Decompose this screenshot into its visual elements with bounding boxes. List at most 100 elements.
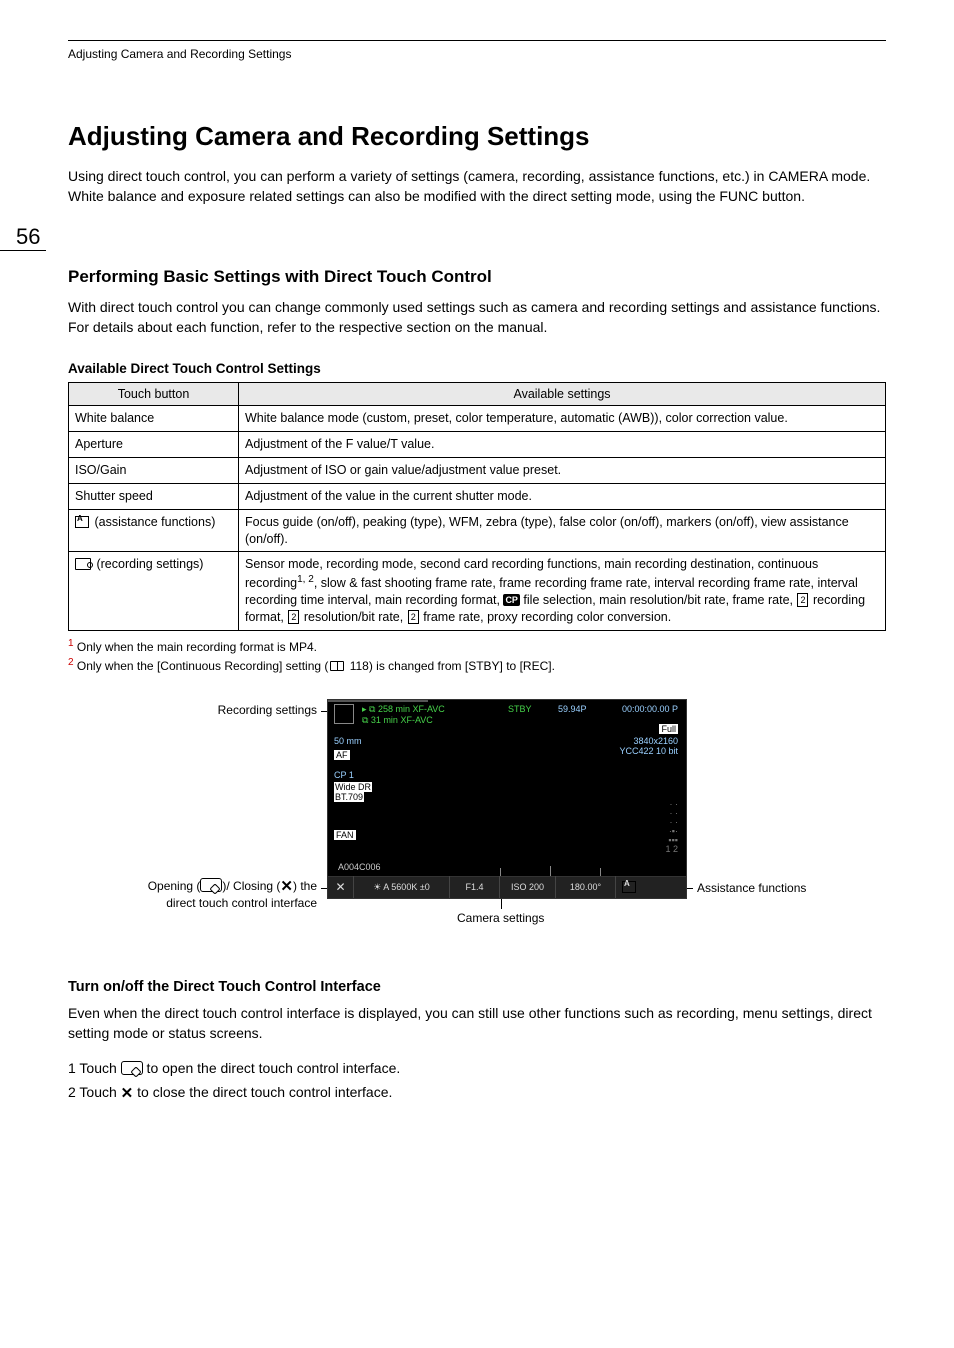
recording-status: STBY — [508, 704, 532, 714]
assistance-functions-button[interactable] — [616, 876, 644, 898]
subsection-heading: Turn on/off the Direct Touch Control Int… — [68, 979, 886, 995]
step-1: 1 Touch to open the direct touch control… — [68, 1057, 886, 1081]
step-text: to close the direct touch control interf… — [133, 1084, 392, 1100]
cell-text: (recording settings) — [93, 557, 203, 571]
slot2-icon: 2 — [408, 610, 419, 624]
cell-touch-button: White balance — [69, 406, 239, 432]
close-icon: ✕ — [280, 877, 293, 897]
shutter-button[interactable]: 180.00° — [556, 876, 616, 898]
cell-touch-button: (recording settings) — [69, 552, 239, 631]
label-text: )/ Closing ( — [222, 879, 280, 893]
section-description: With direct touch control you can change… — [68, 297, 886, 338]
colorspace-badge: BT.709 — [334, 792, 364, 802]
footnote-2: 2 Only when the [Continuous Recording] s… — [68, 656, 886, 675]
table-header-touch-button: Touch button — [69, 383, 239, 406]
footnote-ref: 1, 2 — [297, 574, 314, 585]
direct-touch-bottombar: ✕ ☀ A 5600K ±0 F1.4 ISO 200 180.00° — [328, 876, 686, 898]
label-text: direct touch control interface — [166, 896, 317, 910]
af-badge: AF — [334, 750, 350, 760]
recording-settings-touch-icon[interactable] — [334, 704, 354, 724]
cell-text: (assistance functions) — [91, 515, 215, 529]
cell-available-settings: Sensor mode, recording mode, second card… — [239, 552, 886, 631]
cell-text: resolution/bit rate, — [300, 610, 406, 624]
camera-screen-diagram: Recording settings Opening ( )/ Closing (… — [127, 699, 827, 939]
sensor-mode-badge: Full — [659, 724, 678, 734]
table-row: (assistance functions) Focus guide (on/o… — [69, 509, 886, 552]
page-number: 56 — [16, 224, 40, 250]
table-row: (recording settings) Sensor mode, record… — [69, 552, 886, 631]
label-text: Opening ( — [148, 879, 201, 893]
step-text: to open the direct touch control interfa… — [143, 1060, 401, 1076]
cell-text: frame rate, proxy recording color conver… — [420, 610, 672, 624]
intro-paragraph: Using direct touch control, you can perf… — [68, 166, 886, 207]
page-title: Adjusting Camera and Recording Settings — [68, 121, 886, 152]
body-paragraph: Even when the direct touch control inter… — [68, 1003, 886, 1044]
line: 3840x2160 — [619, 736, 678, 746]
cell-touch-button: Aperture — [69, 432, 239, 458]
table-caption: Available Direct Touch Control Settings — [68, 361, 886, 376]
diagram-wrap: Recording settings Opening ( )/ Closing (… — [68, 699, 886, 939]
slot2-icon: 2 — [288, 610, 299, 624]
page: Adjusting Camera and Recording Settings … — [0, 0, 954, 1147]
exposure-tick — [600, 868, 601, 876]
table-row: Shutter speed Adjustment of the value in… — [69, 483, 886, 509]
table-header-available-settings: Available settings — [239, 383, 886, 406]
table-row: ISO/Gain Adjustment of ISO or gain value… — [69, 457, 886, 483]
custom-picture-display: CP 1 — [334, 770, 354, 780]
close-interface-button[interactable]: ✕ — [328, 876, 354, 898]
footnote-1: 1 Only when the main recording format is… — [68, 637, 886, 656]
cell-available-settings: Adjustment of ISO or gain value/adjustme… — [239, 457, 886, 483]
white-balance-button[interactable]: ☀ A 5600K ±0 — [354, 876, 450, 898]
cell-available-settings: White balance mode (custom, preset, colo… — [239, 406, 886, 432]
step-text: 1 Touch — [68, 1060, 121, 1076]
top-rule — [68, 40, 886, 41]
line: ▸ ⧉ 258 min XF-AVC — [362, 704, 445, 715]
aperture-button[interactable]: F1.4 — [450, 876, 500, 898]
footnote-text: Only when the main recording format is M… — [74, 640, 317, 654]
footnotes: 1 Only when the main recording format is… — [68, 637, 886, 675]
manual-ref-icon — [330, 661, 344, 671]
frame-rate-display: 59.94P — [558, 704, 587, 714]
timecode-display: 00:00:00.00 P — [622, 704, 678, 714]
cell-available-settings: Adjustment of the F value/T value. — [239, 432, 886, 458]
label-text: ) the — [293, 879, 317, 893]
assistance-functions-icon — [75, 516, 89, 528]
focal-length-display: 50 mm — [334, 736, 362, 746]
gamma-badge: Wide DR — [334, 782, 372, 792]
line: YCC422 10 bit — [619, 746, 678, 756]
remaining-time-display: ▸ ⧉ 258 min XF-AVC ⧉ 31 min XF-AVC — [362, 704, 445, 726]
cell-touch-button: (assistance functions) — [69, 509, 239, 552]
open-interface-icon — [200, 878, 222, 892]
cp-badge-icon: CP — [503, 594, 520, 606]
page-tab — [0, 250, 46, 251]
clip-name-display: A004C006 — [338, 862, 381, 872]
audio-meter: · ·· ·· ··▪·▪▪▪1 2 — [665, 800, 678, 854]
recording-settings-icon — [75, 558, 91, 570]
close-icon: ✕ — [121, 1081, 134, 1107]
step-2: 2 Touch ✕ to close the direct touch cont… — [68, 1081, 886, 1107]
step-text: 2 Touch — [68, 1084, 121, 1100]
steps-list: 1 Touch to open the direct touch control… — [68, 1057, 886, 1106]
line: ⧉ 31 min XF-AVC — [362, 715, 445, 726]
cell-touch-button: ISO/Gain — [69, 457, 239, 483]
open-interface-icon — [121, 1061, 143, 1075]
label-recording-settings: Recording settings — [127, 703, 317, 717]
slot2-icon: 2 — [797, 593, 808, 607]
camera-screen: ▸ ⧉ 258 min XF-AVC ⧉ 31 min XF-AVC STBY … — [327, 699, 687, 899]
settings-table: Touch button Available settings White ba… — [68, 382, 886, 631]
fan-badge: FAN — [334, 830, 356, 840]
cell-available-settings: Focus guide (on/off), peaking (type), WF… — [239, 509, 886, 552]
label-assistance-functions: Assistance functions — [697, 881, 806, 895]
label-open-close: Opening ( )/ Closing (✕) the direct touch… — [127, 877, 317, 912]
footnote-text: Only when the [Continuous Recording] set… — [74, 659, 329, 673]
resolution-display: 3840x2160 YCC422 10 bit — [619, 736, 678, 756]
assistance-functions-icon — [622, 881, 636, 893]
exposure-bar — [328, 700, 428, 702]
table-row: White balance White balance mode (custom… — [69, 406, 886, 432]
leader-line — [501, 899, 502, 909]
running-head: Adjusting Camera and Recording Settings — [68, 47, 886, 61]
table-row: Aperture Adjustment of the F value/T val… — [69, 432, 886, 458]
exposure-tick — [500, 868, 501, 876]
footnote-text: 118) is changed from [STBY] to [REC]. — [346, 659, 555, 673]
iso-button[interactable]: ISO 200 — [500, 876, 556, 898]
